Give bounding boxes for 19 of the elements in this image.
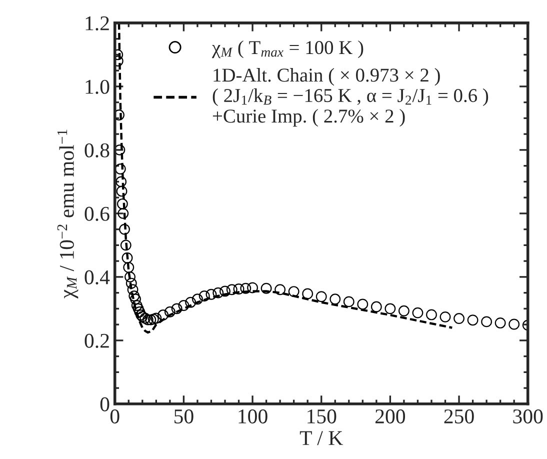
y-tick-label: 1.2: [86, 16, 109, 30]
text: 1D-Alt. Chain ( × 0.973 × 2 ) ( 2J$_{1}$/k$_{B}$ = −165 K , α = J$_{2}$/J$_{1}$ = 0.6 ) +Curie Imp. ( 2.7% × 2 ): [212, 68, 488, 127]
x-tick-label: 300: [513, 409, 543, 424]
x-axis-title: T / K: [300, 431, 343, 446]
y-tick-label: 0.8: [84, 143, 110, 158]
y-tick-label: 1.0: [86, 80, 110, 94]
legend-label: χ$_{M}$ ( T$_{max}$ = 100 K ): [212, 40, 364, 58]
x-tick-label: 150: [308, 409, 336, 424]
x-tick-label: 50: [174, 409, 194, 424]
x-tick-label: 0: [110, 409, 120, 424]
y-axis-title: χ$_{M}$ / 10$^{−2}$ emu mol$^{−1}$: [57, 130, 78, 299]
y-tick-label: 0.6: [84, 206, 110, 221]
x-tick-label: 100: [238, 409, 268, 424]
y-tick-label: 0.4: [84, 270, 110, 284]
y-tick-label: 0.2: [84, 334, 109, 348]
y-tick-label: 0: [100, 397, 110, 412]
line-series: [118, 22, 454, 334]
x-tick-label: 200: [375, 409, 406, 424]
x-tick-label: 250: [444, 409, 474, 424]
